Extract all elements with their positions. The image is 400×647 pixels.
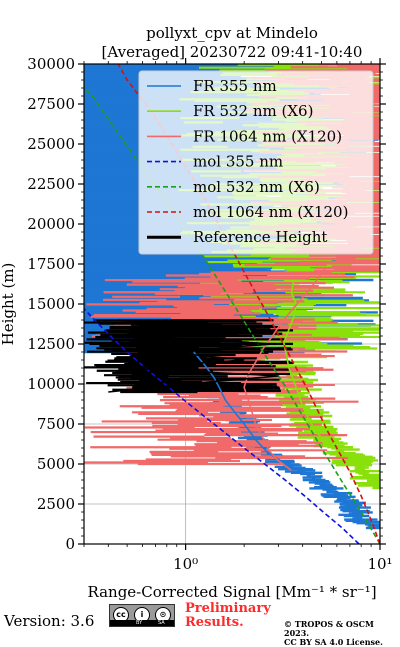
x-axis-label: Range-Corrected Signal [Mm⁻¹ * sr⁻¹] [87,583,376,600]
y-tick-label: 12500 [27,335,75,353]
axis-ticks: 0 2500 5000 7500 10000 12500 15000 17500 20000 22… [27,55,392,573]
chart-subtitle: [Averaged] 20230722 09:41-10:40 [102,43,363,61]
preliminary-notice: Preliminary Results. [185,602,271,630]
series-line [84,308,360,544]
y-tick-label: 25000 [27,135,75,153]
share-alike-icon: ⊙ [155,607,171,623]
x-tick-label: 10⁰ [173,555,198,573]
y-tick-label: 22500 [27,175,75,193]
y-tick-label: 0 [65,535,75,553]
legend-label: FR 1064 nm (X120) [193,127,342,145]
y-tick-label: 27500 [27,95,75,113]
legend-label: FR 532 nm (X6) [193,102,313,120]
chart-title: pollyxt_cpv at Mindelo [146,24,318,42]
legend-label: mol 1064 nm (X120) [193,203,348,221]
y-tick-label: 15000 [27,295,75,313]
x-tick-label: 10¹ [367,555,392,573]
series-line [84,85,380,544]
legend-box [138,70,374,255]
cc-by-label: BY [136,620,143,626]
copyright-line-1: © TROPOS & OSCM 2023. [284,619,374,638]
cc-badge-strip: BY SA [110,620,174,626]
cc-sa-label: SA [158,620,165,626]
cc-license-badge[interactable]: cc i ⊙ BY SA [109,604,175,627]
y-axis-label: Height (m) [0,263,17,346]
legend-label: mol 532 nm (X6) [193,178,320,196]
legend: FR 355 nm FR 532 nm (X6) FR 1064 nm (X120)… [138,70,374,255]
preliminary-line-1: Preliminary [185,601,271,616]
series-line [282,279,380,489]
y-tick-label: 5000 [37,455,75,473]
legend-label: mol 355 nm [193,153,283,171]
copyright-line-2: CC BY SA 4.0 License. [284,637,383,647]
y-tick-label: 30000 [27,55,75,73]
y-tick-label: 10000 [27,375,75,393]
y-tick-label: 17500 [27,255,75,273]
y-tick-label: 7500 [37,415,75,433]
chart-canvas: pollyxt_cpv at Mindelo [Averaged] 202307… [0,24,393,600]
series-line [108,319,279,393]
series-line [193,351,380,529]
legend-label: Reference Height [193,228,327,246]
version-label: Version: 3.6 [4,612,95,630]
y-tick-label: 2500 [37,495,75,513]
legend-label: FR 355 nm [193,77,277,95]
copyright-notice: © TROPOS & OSCM 2023. CC BY SA 4.0 Licen… [284,620,400,647]
y-tick-label: 20000 [27,215,75,233]
preliminary-line-2: Results. [185,615,244,630]
